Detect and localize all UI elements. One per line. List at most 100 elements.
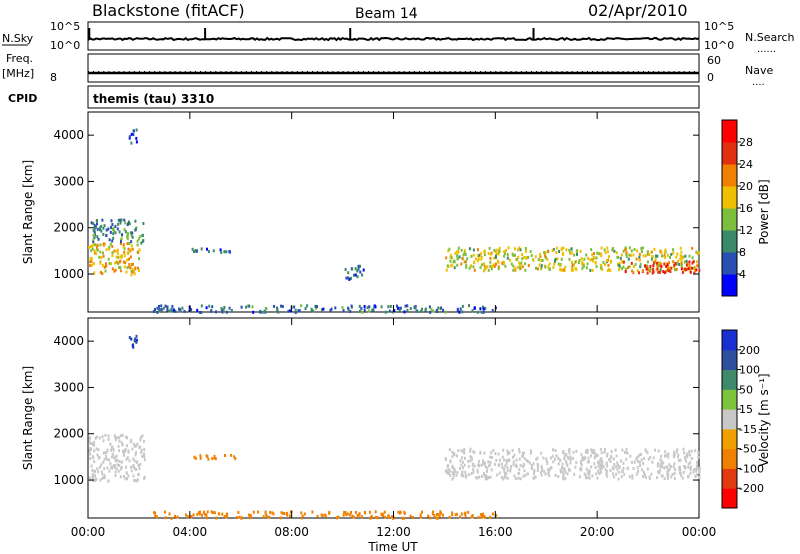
velocity-cell: [124, 449, 127, 453]
power-cell: [562, 246, 565, 250]
power-cell: [133, 272, 136, 276]
velocity-cell: [495, 458, 498, 462]
nave-dot: [429, 71, 431, 72]
velocity-colorbar-swatch: [722, 349, 737, 371]
velocity-cell: [451, 450, 454, 454]
velocity-cell: [226, 512, 229, 516]
velocity-cell: [282, 511, 285, 515]
power-cell: [455, 250, 458, 254]
power-cell: [562, 268, 565, 272]
velocity-cell: [381, 513, 384, 517]
power-cell: [102, 242, 105, 246]
velocity-cell: [123, 453, 125, 457]
power-cell: [128, 257, 130, 261]
velocity-cell: [666, 465, 669, 469]
velocity-cell: [532, 476, 535, 480]
velocity-cell: [133, 339, 136, 343]
velocity-cell: [477, 463, 480, 467]
velocity-cell: [132, 457, 135, 461]
power-cell: [498, 249, 501, 253]
velocity-cell: [432, 510, 435, 514]
nave-dot: [500, 71, 502, 72]
nsky-label: N.Sky: [2, 32, 34, 45]
velocity-cell: [489, 515, 491, 519]
power-cell: [91, 247, 94, 251]
nave-dot: [459, 71, 461, 72]
velocity-cell: [124, 435, 127, 439]
velocity-cell: [523, 451, 525, 455]
power-cell: [350, 276, 352, 280]
velocity-cell: [131, 447, 134, 451]
power-cell: [524, 268, 527, 272]
nave-tick-bottom: 0: [707, 71, 714, 84]
velocity-cell: [504, 464, 507, 468]
power-colorbar-swatch: [722, 142, 737, 165]
power-cell: [635, 257, 638, 261]
velocity-cell: [603, 450, 606, 454]
power-cell: [277, 310, 280, 314]
velocity-cell: [467, 459, 470, 463]
velocity-cell: [505, 459, 508, 463]
velocity-cell: [95, 478, 98, 481]
velocity-cell: [116, 458, 119, 462]
velocity-cell: [697, 451, 700, 455]
velocity-cell: [656, 476, 659, 480]
power-cell: [362, 268, 365, 272]
power-cell: [630, 253, 633, 257]
power-cell: [572, 268, 575, 272]
nave-dot: [612, 71, 614, 72]
velocity-cell: [668, 467, 671, 471]
power-cell: [568, 248, 571, 252]
nave-dot: [566, 71, 568, 72]
velocity-cell: [126, 456, 129, 460]
velocity-cell: [429, 516, 431, 520]
power-cell: [456, 257, 459, 261]
velocity-cell: [321, 514, 324, 518]
power-cell: [334, 306, 337, 310]
power-cell: [200, 247, 203, 251]
power-cell: [649, 267, 652, 271]
power-cell: [482, 310, 485, 314]
velocity-cell: [594, 452, 597, 456]
power-cell: [555, 246, 558, 250]
power-cell: [598, 252, 601, 256]
velocity-cell: [644, 448, 647, 452]
power-cell: [486, 265, 489, 269]
velocity-cell: [95, 435, 98, 439]
power-cell: [502, 261, 505, 264]
velocity-cell: [605, 461, 608, 465]
nave-dot: [515, 71, 517, 72]
power-cell: [117, 222, 120, 226]
power-cell: [679, 257, 682, 261]
velocity-cell: [143, 458, 146, 462]
velocity-cell: [442, 513, 444, 517]
velocity-cell: [535, 457, 538, 461]
velocity-cell: [383, 510, 386, 514]
velocity-cell: [134, 467, 137, 471]
velocity-cell: [99, 478, 102, 482]
velocity-cell: [391, 515, 393, 519]
velocity-ylabel: Slant Range [km]: [21, 366, 35, 470]
velocity-cell: [459, 467, 462, 470]
power-cell: [205, 306, 208, 310]
freq-panel-frame: [87, 53, 700, 83]
power-cell: [403, 310, 406, 314]
power-cell: [688, 254, 691, 258]
velocity-cell: [537, 465, 539, 469]
velocity-cell: [518, 468, 521, 471]
power-cell: [111, 254, 114, 258]
velocity-cell: [105, 454, 108, 458]
velocity-cell: [692, 470, 695, 474]
power-cell: [170, 307, 173, 311]
velocity-cell: [221, 512, 224, 516]
velocity-cell: [118, 449, 120, 453]
power-cell: [519, 263, 522, 267]
velocity-cell: [615, 454, 618, 458]
power-cell: [110, 219, 113, 223]
power-cell: [501, 261, 504, 265]
velocity-cell: [557, 456, 560, 460]
power-cell: [527, 264, 530, 268]
power-cell: [152, 310, 155, 313]
velocity-cell: [574, 465, 577, 469]
power-cell: [414, 306, 417, 310]
